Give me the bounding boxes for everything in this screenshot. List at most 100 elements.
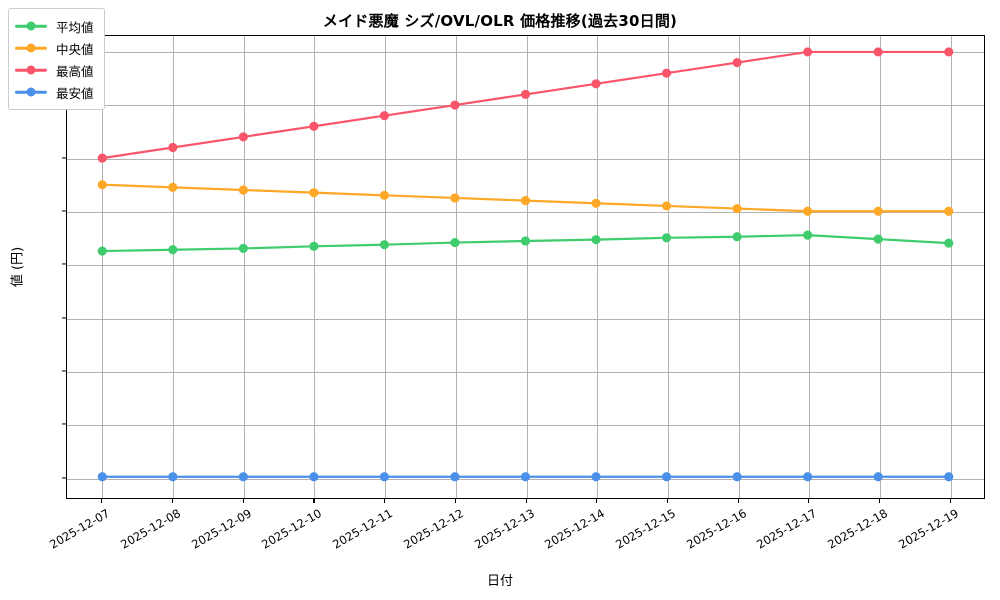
data-point-marker — [379, 472, 390, 482]
legend-dot — [26, 43, 36, 53]
data-point-marker — [944, 206, 954, 216]
data-point-marker — [732, 472, 742, 482]
data-point-marker — [661, 201, 672, 211]
data-point-marker — [379, 111, 390, 121]
data-point-marker — [803, 206, 813, 216]
gridline-vertical — [173, 36, 175, 498]
gridline-vertical — [526, 36, 528, 498]
x-axis-tick-mark — [808, 499, 810, 503]
data-point-marker — [168, 142, 178, 153]
data-point-marker — [238, 243, 248, 253]
data-point-marker — [309, 472, 319, 482]
y-axis-label: 値 (円) — [10, 246, 26, 288]
chart-title: メイド悪魔 シズ/OVL/OLR 価格推移(過去30日間) — [322, 12, 678, 30]
gridline-vertical — [667, 36, 669, 498]
x-axis-tick-mark — [454, 499, 456, 503]
legend-item[interactable]: 中央値 — [15, 37, 94, 59]
data-point-marker — [661, 68, 672, 78]
legend-item[interactable]: 平均値 — [15, 15, 94, 37]
data-point-marker — [591, 235, 601, 245]
data-point-marker — [238, 472, 248, 482]
gridline-horizontal — [67, 372, 984, 373]
data-point-marker — [238, 132, 248, 142]
data-point-marker — [661, 472, 672, 482]
data-point-marker — [97, 246, 107, 256]
gridline-vertical — [314, 36, 316, 498]
data-point-marker — [97, 180, 107, 190]
data-point-marker — [379, 240, 390, 250]
x-axis-label: 日付 — [486, 574, 513, 589]
legend-label: 最安値 — [56, 85, 94, 101]
data-point-marker — [803, 472, 813, 482]
data-point-marker — [591, 198, 601, 208]
gridline-vertical — [809, 36, 811, 498]
legend-label: 最高値 — [56, 63, 94, 79]
data-point-marker — [661, 233, 672, 243]
legend-swatch-icon — [15, 19, 47, 33]
gridline-horizontal — [67, 105, 984, 107]
legend-swatch-icon — [15, 41, 47, 55]
legend-item[interactable]: 最高値 — [15, 59, 94, 81]
data-point-marker — [450, 237, 460, 248]
gridline-horizontal — [67, 265, 984, 267]
legend-dot — [26, 21, 36, 31]
data-point-marker — [309, 241, 319, 251]
legend-item[interactable]: 最安値 — [15, 81, 94, 103]
x-axis-tick-mark — [313, 499, 315, 503]
plot-area — [66, 35, 985, 499]
data-point-marker — [873, 234, 883, 244]
data-point-marker — [450, 100, 460, 110]
gridline-vertical — [385, 36, 387, 498]
x-axis-tick-mark — [525, 499, 527, 503]
gridline-vertical — [738, 36, 740, 498]
legend-dot — [26, 87, 36, 97]
data-point-marker — [944, 47, 954, 57]
data-point-marker — [873, 47, 883, 57]
y-axis-tick-mark — [62, 157, 66, 159]
legend-label: 平均値 — [56, 19, 94, 35]
data-point-marker — [450, 193, 460, 203]
data-point-marker — [450, 472, 460, 482]
legend-swatch-icon — [15, 63, 47, 77]
data-point-marker — [168, 182, 178, 192]
x-axis-tick-mark — [596, 499, 598, 503]
y-axis-tick-mark — [62, 210, 66, 212]
data-point-marker — [591, 472, 601, 482]
data-point-marker — [379, 190, 390, 200]
data-point-marker — [520, 89, 531, 99]
gridline-vertical — [455, 36, 457, 498]
x-axis-tick-mark — [949, 499, 951, 503]
data-point-marker — [803, 47, 813, 57]
y-axis-tick-mark — [62, 423, 66, 425]
data-point-marker — [309, 121, 319, 131]
legend-swatch-icon — [15, 85, 47, 99]
legend-dot — [26, 65, 36, 75]
data-point-marker — [97, 153, 107, 163]
data-point-marker — [803, 230, 813, 240]
data-point-marker — [591, 79, 601, 89]
gridline-vertical — [950, 36, 952, 498]
gridline-vertical — [879, 36, 881, 498]
data-point-marker — [732, 204, 742, 214]
legend-label: 中央値 — [56, 41, 94, 57]
x-axis-tick-mark — [242, 499, 244, 503]
x-axis-tick-mark — [737, 499, 739, 503]
y-axis-tick-mark — [62, 370, 66, 372]
series-line — [101, 50, 950, 160]
gridline-horizontal — [67, 158, 984, 160]
gridline-horizontal — [67, 318, 984, 320]
gridline-horizontal — [67, 212, 984, 213]
gridline-horizontal — [67, 52, 984, 53]
data-point-marker — [168, 245, 178, 255]
data-point-marker — [520, 196, 531, 206]
gridline-vertical — [597, 36, 599, 498]
gridline-horizontal — [67, 425, 984, 427]
data-point-marker — [732, 57, 742, 68]
data-point-marker — [873, 206, 883, 216]
x-axis-tick-mark — [878, 499, 881, 503]
series-layer — [97, 47, 954, 482]
legend: 平均値中央値最高値最安値 — [8, 8, 105, 110]
x-axis-tick-mark — [101, 499, 103, 503]
data-point-marker — [944, 472, 954, 482]
